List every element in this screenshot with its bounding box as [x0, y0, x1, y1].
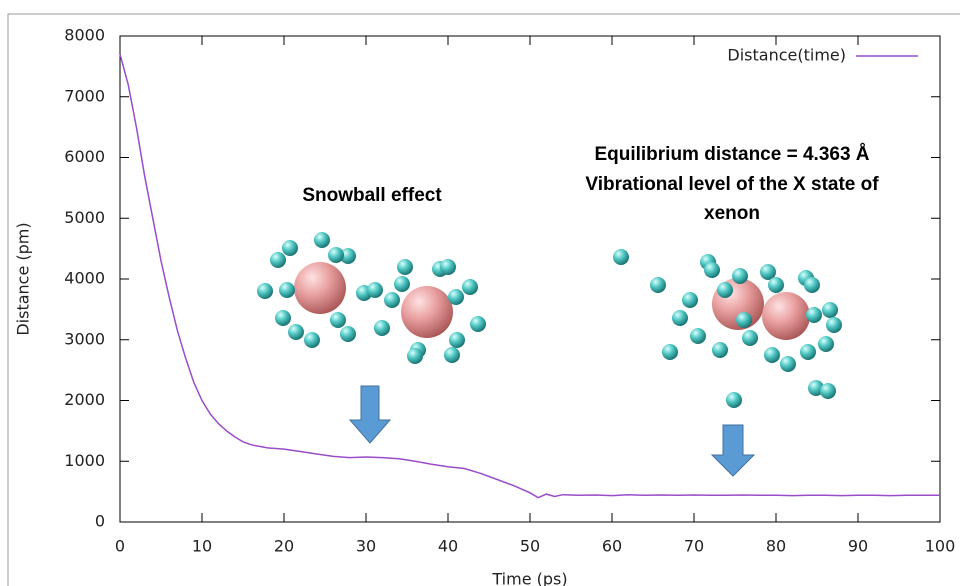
helium-atom: [279, 282, 295, 298]
helium-atom: [384, 292, 400, 308]
xenon-atom: [294, 262, 346, 314]
annotation: Equilibrium distance = 4.363 Å: [594, 144, 869, 165]
screen-frame: [7, 13, 960, 586]
helium-atom: [394, 276, 410, 292]
y-tick-label: 2000: [64, 390, 105, 409]
helium-atom: [270, 252, 286, 268]
helium-atom: [808, 380, 824, 396]
x-tick-label: 80: [766, 537, 786, 556]
helium-atom: [768, 277, 784, 293]
y-tick-label: 1000: [64, 451, 105, 470]
xenon-atom: [762, 292, 810, 340]
helium-atom: [367, 282, 383, 298]
x-tick-label: 70: [684, 537, 704, 556]
x-tick-label: 0: [115, 537, 125, 556]
helium-atom: [444, 347, 460, 363]
y-tick-label: 0: [95, 512, 105, 531]
x-tick-label: 20: [274, 537, 294, 556]
x-tick-label: 30: [356, 537, 376, 556]
helium-atom: [800, 344, 816, 360]
legend-label: Distance(time): [727, 46, 846, 65]
x-tick-label: 100: [925, 537, 956, 556]
annotation: xenon: [704, 203, 760, 224]
helium-atom: [449, 332, 465, 348]
helium-atom: [820, 383, 836, 399]
helium-atom: [448, 289, 464, 305]
helium-atom: [328, 247, 344, 263]
y-tick-label: 7000: [64, 86, 105, 105]
helium-atom: [374, 320, 390, 336]
helium-atom: [712, 342, 728, 358]
annotation: Vibrational level of the X state of: [585, 174, 879, 195]
helium-atom: [780, 356, 796, 372]
y-tick-label: 6000: [64, 147, 105, 166]
helium-atom: [804, 277, 820, 293]
x-tick-label: 10: [192, 537, 212, 556]
helium-atom: [662, 344, 678, 360]
y-tick-label: 4000: [64, 269, 105, 288]
x-axis-label: Time (ps): [491, 570, 567, 586]
y-tick-label: 8000: [64, 26, 105, 45]
helium-atom: [822, 302, 838, 318]
helium-atom: [826, 317, 842, 333]
helium-atom: [304, 332, 320, 348]
helium-atom: [806, 307, 822, 323]
data-line: [119, 54, 940, 499]
y-tick-label: 5000: [64, 208, 105, 227]
arrow: [348, 385, 392, 444]
helium-atom: [462, 279, 478, 295]
helium-atom: [340, 326, 356, 342]
annotation: Snowball effect: [302, 185, 442, 206]
x-tick-label: 60: [602, 537, 622, 556]
x-tick-label: 90: [848, 537, 868, 556]
helium-atom: [682, 292, 698, 308]
x-tick-label: 50: [520, 537, 540, 556]
helium-atom: [407, 348, 423, 364]
helium-atom: [397, 259, 413, 275]
helium-atom: [314, 232, 330, 248]
helium-atom: [742, 330, 758, 346]
helium-atom: [760, 264, 776, 280]
helium-atom: [282, 240, 298, 256]
helium-atom: [736, 312, 752, 328]
helium-atom: [732, 268, 748, 284]
helium-atom: [257, 283, 273, 299]
helium-atom: [440, 259, 456, 275]
helium-atom: [330, 312, 346, 328]
y-tick-label: 3000: [64, 329, 105, 348]
helium-atom: [613, 249, 629, 265]
helium-atom: [690, 328, 706, 344]
x-tick-label: 40: [438, 537, 458, 556]
molecule-illustrations: [257, 232, 842, 408]
y-axis-label: Distance (pm): [14, 222, 33, 335]
helium-atom: [288, 324, 304, 340]
helium-atom: [275, 310, 291, 326]
helium-atom: [726, 392, 742, 408]
arrow: [710, 424, 756, 477]
helium-atom: [764, 347, 780, 363]
helium-atom: [717, 282, 733, 298]
helium-atom: [650, 277, 666, 293]
helium-atom: [470, 316, 486, 332]
helium-atom: [340, 248, 356, 264]
helium-atom: [672, 310, 688, 326]
helium-atom: [818, 336, 834, 352]
helium-atom: [704, 262, 720, 278]
xenon-atom: [401, 286, 453, 338]
